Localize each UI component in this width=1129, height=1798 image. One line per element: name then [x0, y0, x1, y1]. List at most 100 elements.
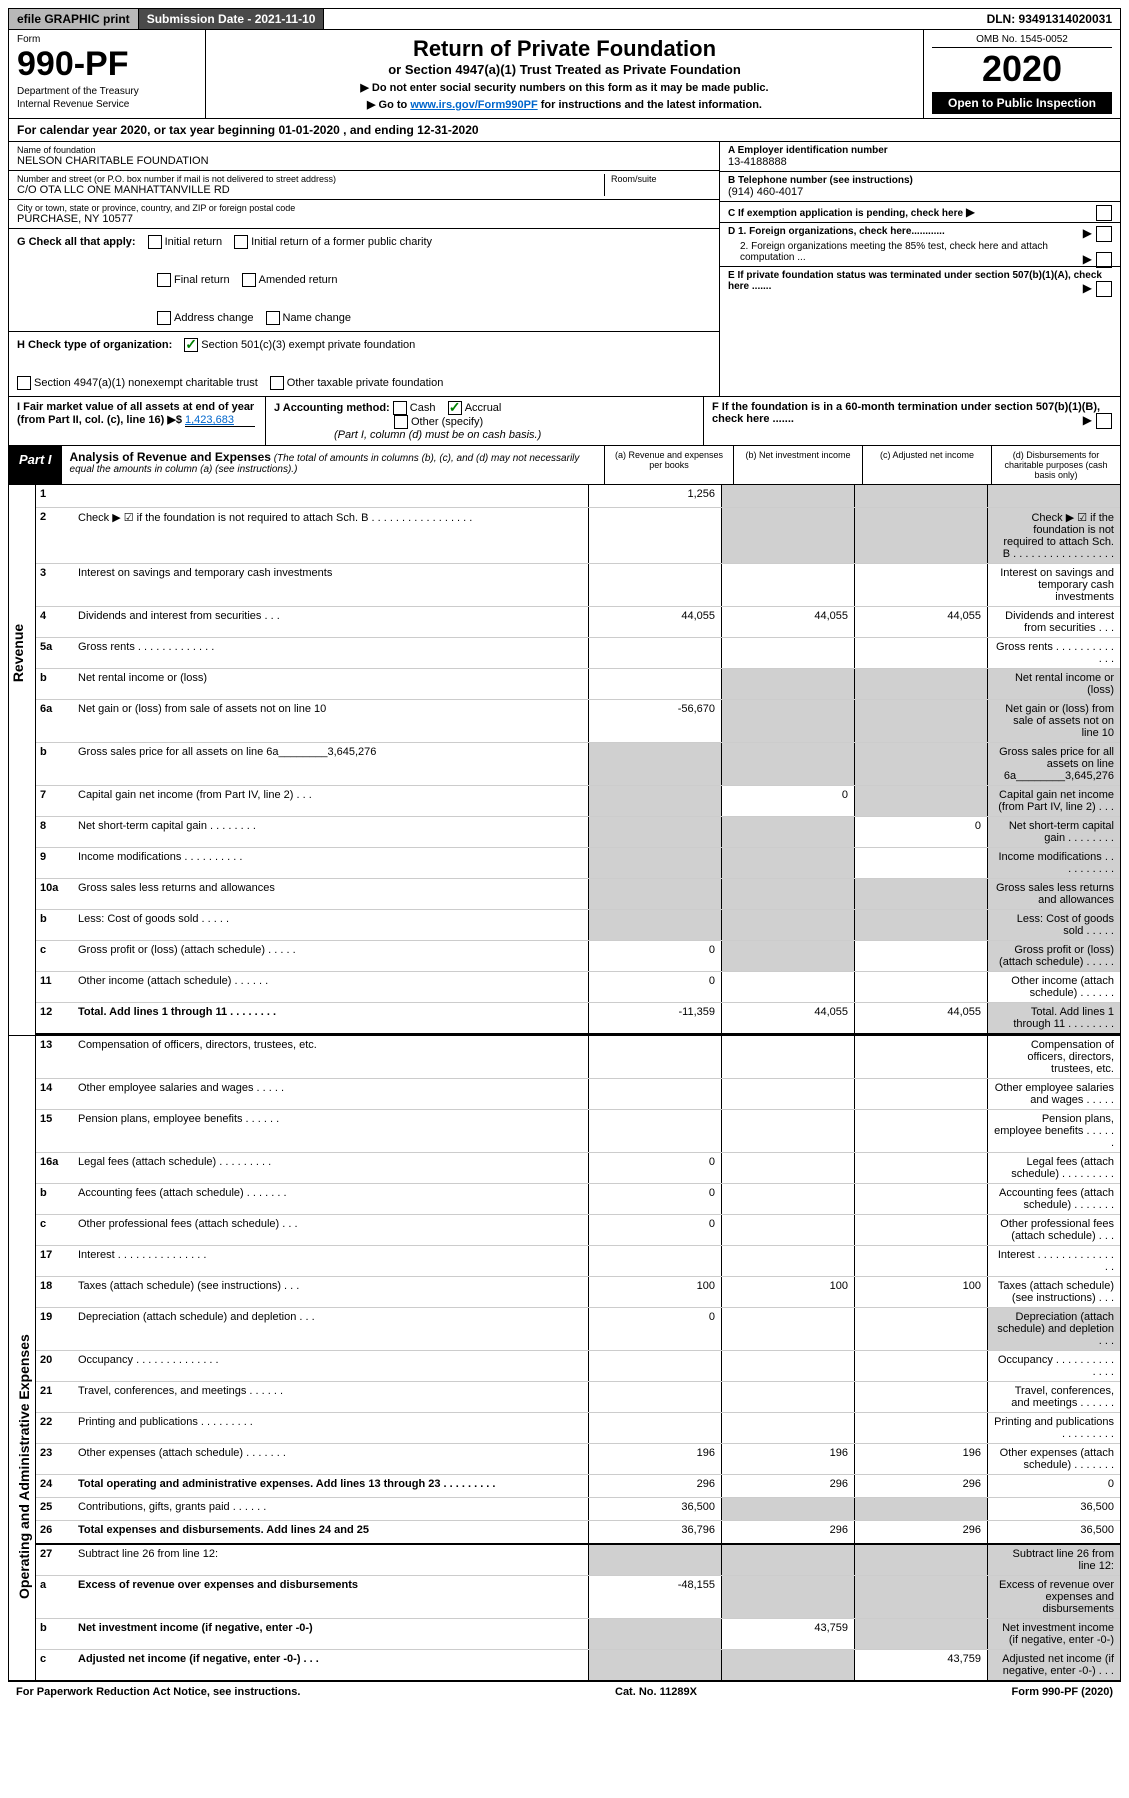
- table-row: 10aGross sales less returns and allowanc…: [36, 879, 1120, 910]
- line-number: 9: [36, 848, 74, 878]
- section-e: E If private foundation status was termi…: [720, 267, 1120, 295]
- cell-d: Income modifications . . . . . . . . . .: [987, 848, 1120, 878]
- table-row: 14Other employee salaries and wages . . …: [36, 1079, 1120, 1110]
- ein-value: 13-4188888: [728, 156, 1112, 168]
- table-row: 15Pension plans, employee benefits . . .…: [36, 1110, 1120, 1153]
- line-number: 12: [36, 1003, 74, 1033]
- cell-c: [854, 1153, 987, 1183]
- cell-d: 36,500: [987, 1498, 1120, 1520]
- ck-status-terminated[interactable]: [1096, 281, 1112, 297]
- cell-c: [854, 941, 987, 971]
- fmv-link[interactable]: 1,423,683: [185, 414, 255, 427]
- form-subtitle: or Section 4947(a)(1) Trust Treated as P…: [218, 62, 911, 77]
- table-row: 11,256: [36, 485, 1120, 508]
- ck-cash[interactable]: [393, 401, 407, 415]
- cell-a: -48,155: [588, 1576, 721, 1618]
- ck-4947[interactable]: [17, 376, 31, 390]
- line-description: Net investment income (if negative, ente…: [74, 1619, 588, 1649]
- ein-cell: A Employer identification number 13-4188…: [720, 142, 1120, 172]
- cell-b: [721, 910, 854, 940]
- cell-b: [721, 972, 854, 1002]
- main-table: Revenue 11,2562Check ▶ ☑ if the foundati…: [8, 485, 1121, 1036]
- cell-c: [854, 972, 987, 1002]
- cell-d: Check ▶ ☑ if the foundation is not requi…: [987, 508, 1120, 563]
- cell-a: [588, 1650, 721, 1680]
- cell-d: Taxes (attach schedule) (see instruction…: [987, 1277, 1120, 1307]
- cell-c: [854, 1246, 987, 1276]
- ck-accrual[interactable]: [448, 401, 462, 415]
- ck-addr-change[interactable]: [157, 311, 171, 325]
- table-row: bGross sales price for all assets on lin…: [36, 743, 1120, 786]
- ck-other-taxable[interactable]: [270, 376, 284, 390]
- ck-final[interactable]: [157, 273, 171, 287]
- part1-label: Part I: [9, 446, 62, 484]
- efile-label[interactable]: efile GRAPHIC print: [9, 9, 139, 29]
- table-row: b Accounting fees (attach schedule) . . .…: [36, 1184, 1120, 1215]
- footer-right: Form 990-PF (2020): [1012, 1686, 1113, 1698]
- table-row: 24Total operating and administrative exp…: [36, 1475, 1120, 1498]
- cell-a: 0: [588, 1184, 721, 1214]
- ck-85pct[interactable]: [1096, 252, 1112, 268]
- line-number: b: [36, 1619, 74, 1649]
- table-body-expenses: 13Compensation of officers, directors, t…: [36, 1036, 1120, 1680]
- part1-title: Analysis of Revenue and Expenses: [70, 450, 271, 464]
- e-label: E If private foundation status was termi…: [728, 270, 1102, 292]
- table-row: 6aNet gain or (loss) from sale of assets…: [36, 700, 1120, 743]
- ck-501c3[interactable]: [184, 338, 198, 352]
- cell-a: 0: [588, 941, 721, 971]
- line-number: 2: [36, 508, 74, 563]
- cell-d: Net short-term capital gain . . . . . . …: [987, 817, 1120, 847]
- cell-a: [588, 564, 721, 606]
- cell-a: [588, 1246, 721, 1276]
- cell-a: [588, 1351, 721, 1381]
- ck-name-change[interactable]: [266, 311, 280, 325]
- ck-initial-former[interactable]: [234, 235, 248, 249]
- cell-c: 296: [854, 1521, 987, 1543]
- cell-b: 296: [721, 1475, 854, 1497]
- part1-desc: Analysis of Revenue and Expenses (The to…: [62, 446, 604, 484]
- ck-exemption-pending[interactable]: [1096, 205, 1112, 221]
- address-cell: Number and street (or P.O. box number if…: [9, 171, 719, 200]
- line-number: c: [36, 1650, 74, 1680]
- cell-a: [588, 743, 721, 785]
- cell-d: Less: Cost of goods sold . . . . .: [987, 910, 1120, 940]
- cell-c: 100: [854, 1277, 987, 1307]
- cell-c: [854, 1215, 987, 1245]
- ck-initial[interactable]: [148, 235, 162, 249]
- cell-d: Capital gain net income (from Part IV, l…: [987, 786, 1120, 816]
- ck-other-method[interactable]: [394, 415, 408, 429]
- cell-d: Compensation of officers, directors, tru…: [987, 1036, 1120, 1078]
- cell-b: [721, 669, 854, 699]
- dept-treasury: Department of the Treasury: [17, 86, 197, 97]
- cell-b: [721, 1153, 854, 1183]
- ck-amended[interactable]: [242, 273, 256, 287]
- cell-d: Dividends and interest from securities .…: [987, 607, 1120, 637]
- table-row: cGross profit or (loss) (attach schedule…: [36, 941, 1120, 972]
- instr-post: for instructions and the latest informat…: [541, 99, 762, 111]
- ck-foreign-org[interactable]: [1096, 226, 1112, 242]
- table-row: 4Dividends and interest from securities …: [36, 607, 1120, 638]
- table-row: 19Depreciation (attach schedule) and dep…: [36, 1308, 1120, 1351]
- form-title-block: Return of Private Foundation or Section …: [206, 30, 923, 118]
- cell-d: Other professional fees (attach schedule…: [987, 1215, 1120, 1245]
- line-description: Subtract line 26 from line 12:: [74, 1545, 588, 1575]
- line-description: Contributions, gifts, grants paid . . . …: [74, 1498, 588, 1520]
- line-number: b: [36, 1184, 74, 1214]
- cell-d: Adjusted net income (if negative, enter …: [987, 1650, 1120, 1680]
- cell-a: [588, 1382, 721, 1412]
- line-description: Total operating and administrative expen…: [74, 1475, 588, 1497]
- cell-c: 44,055: [854, 1003, 987, 1033]
- cell-d: Accounting fees (attach schedule) . . . …: [987, 1184, 1120, 1214]
- ck-60month[interactable]: [1096, 413, 1112, 429]
- cell-d: 36,500: [987, 1521, 1120, 1543]
- table-row: 13Compensation of officers, directors, t…: [36, 1036, 1120, 1079]
- cell-b: 44,055: [721, 1003, 854, 1033]
- entity-info: Name of foundation NELSON CHARITABLE FOU…: [8, 142, 1121, 397]
- irs-link[interactable]: www.irs.gov/Form990PF: [410, 99, 537, 111]
- cell-d: Other expenses (attach schedule) . . . .…: [987, 1444, 1120, 1474]
- line-description: Other expenses (attach schedule) . . . .…: [74, 1444, 588, 1474]
- h-label: H Check type of organization:: [17, 339, 172, 351]
- line-description: Compensation of officers, directors, tru…: [74, 1036, 588, 1078]
- line-description: Other professional fees (attach schedule…: [74, 1215, 588, 1245]
- foundation-name: NELSON CHARITABLE FOUNDATION: [17, 155, 711, 167]
